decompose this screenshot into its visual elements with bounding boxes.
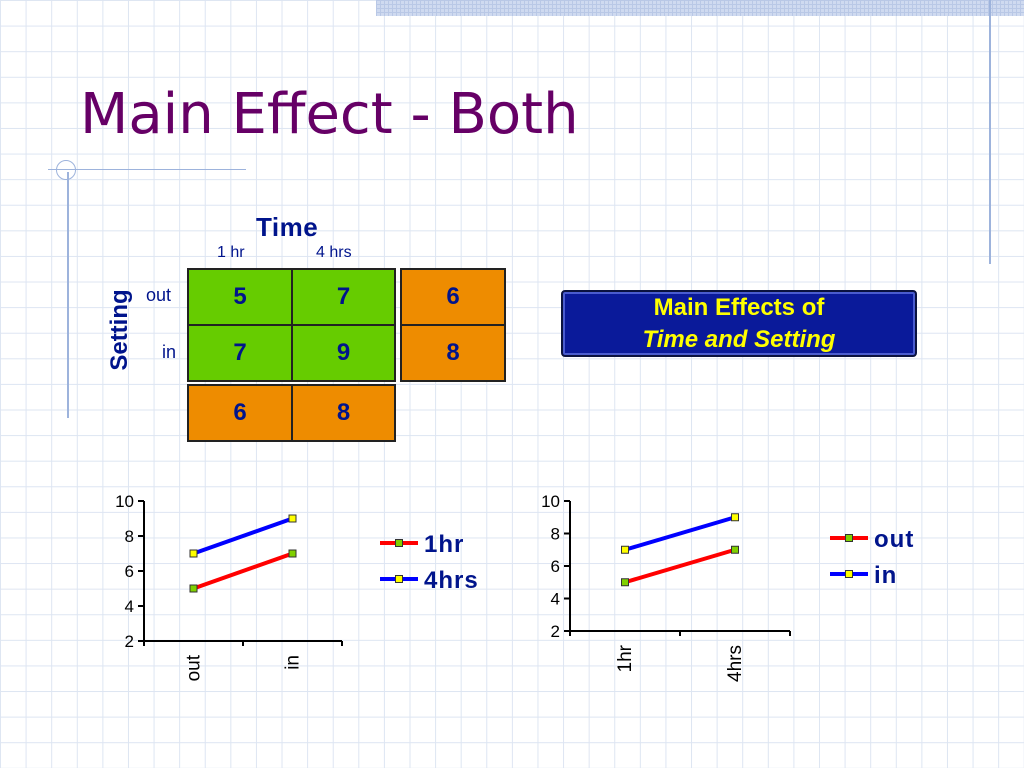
column-factor-label: Time bbox=[256, 212, 319, 242]
legend-marker bbox=[845, 534, 853, 542]
column-level-1: 1 hr bbox=[217, 244, 245, 261]
header-band bbox=[376, 0, 1024, 16]
series-line-4hrs bbox=[192, 516, 294, 556]
row-mean-in: 8 bbox=[400, 324, 506, 382]
data-point bbox=[731, 545, 739, 554]
cell-out-4hrs: 7 bbox=[291, 268, 396, 326]
y-tick-label: 8 bbox=[551, 525, 560, 544]
column-mean-1hr: 6 bbox=[187, 384, 293, 442]
right-rule bbox=[989, 0, 991, 264]
x-tick-label: out bbox=[184, 654, 205, 681]
row-level-1: out bbox=[146, 285, 172, 305]
data-point bbox=[288, 549, 297, 558]
y-tick-label: 6 bbox=[551, 557, 560, 576]
series-line-in bbox=[624, 515, 736, 552]
y-tick-label: 4 bbox=[551, 590, 560, 609]
left-rule bbox=[67, 172, 69, 418]
row-level-2: in bbox=[162, 342, 177, 362]
legend-marker bbox=[395, 575, 403, 583]
line-chart-by-time: 2 4 6 8 10 1hr 4hrs out in bbox=[541, 492, 914, 682]
data-point bbox=[731, 513, 739, 522]
row-mean-out: 6 bbox=[400, 268, 506, 326]
legend-label: in bbox=[874, 562, 897, 589]
data-point bbox=[621, 578, 629, 587]
column-mean-4hrs: 8 bbox=[291, 384, 396, 442]
y-tick-label: 2 bbox=[125, 632, 134, 651]
line-chart-by-setting: 2 4 6 8 10 out in 1hr 4hrs bbox=[115, 492, 479, 681]
legend-marker bbox=[845, 570, 853, 578]
callout-line-1: Main Effects of bbox=[653, 294, 825, 322]
title-underline bbox=[48, 169, 246, 170]
series-line-out bbox=[624, 547, 736, 585]
legend-marker bbox=[395, 539, 403, 547]
y-tick-label: 4 bbox=[125, 597, 134, 616]
y-tick-label: 6 bbox=[125, 562, 134, 581]
cell-in-4hrs: 9 bbox=[291, 324, 396, 382]
target-circle-icon bbox=[56, 160, 76, 180]
y-tick-label: 8 bbox=[125, 527, 134, 546]
x-tick-label: in bbox=[283, 655, 304, 670]
legend-label: 4hrs bbox=[424, 567, 479, 594]
data-point bbox=[189, 584, 198, 593]
y-tick-label: 10 bbox=[115, 492, 134, 511]
legend-label: 1hr bbox=[424, 531, 464, 558]
data-point bbox=[621, 545, 629, 554]
x-tick-label: 1hr bbox=[615, 644, 636, 672]
series-line-1hr bbox=[192, 551, 294, 591]
legend-label: out bbox=[874, 526, 914, 553]
column-level-2: 4 hrs bbox=[316, 244, 352, 261]
y-tick-label: 10 bbox=[541, 492, 560, 511]
data-point bbox=[189, 549, 198, 558]
slide-title: Main Effect - Both bbox=[80, 82, 579, 147]
data-point bbox=[288, 514, 297, 523]
cell-in-1hr: 7 bbox=[187, 324, 293, 382]
x-tick-label: 4hrs bbox=[725, 645, 746, 682]
y-tick-label: 2 bbox=[551, 622, 560, 641]
main-effects-callout: Main Effects of Time and Setting bbox=[561, 290, 917, 357]
callout-line-2: Time and Setting bbox=[642, 325, 836, 353]
